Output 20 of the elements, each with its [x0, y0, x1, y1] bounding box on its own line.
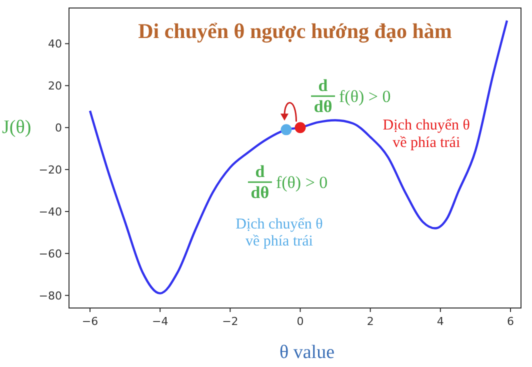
- y-tick-label: 20: [48, 79, 62, 92]
- annotation: Dịch chuyển θ về phía trái: [382, 118, 470, 151]
- x-tick-label: 4: [436, 315, 444, 328]
- y-tick-label: −60: [38, 247, 62, 260]
- y-tick-label: −80: [38, 289, 62, 302]
- x-tick-label: 2: [366, 315, 374, 328]
- y-tick-label: 40: [48, 38, 62, 51]
- y-axis-title: J(θ): [2, 117, 32, 138]
- y-tick-label: −20: [38, 163, 62, 176]
- y-tick-label: −40: [38, 205, 62, 218]
- line-series: [88, 19, 508, 294]
- x-tick-label: 0: [296, 315, 304, 328]
- y-tick-label: 0: [55, 121, 62, 134]
- x-tick-label: 6: [506, 315, 514, 328]
- x-axis-title: θ value: [280, 342, 334, 363]
- x-tick-label: −6: [82, 315, 98, 328]
- x-tick-label: −4: [152, 315, 168, 328]
- annotation: Dịch chuyển θ về phía trái: [236, 216, 323, 250]
- text: Di chuyển θ ngược hướng đạo hàm: [138, 19, 452, 43]
- x-tick-label: −2: [222, 315, 238, 328]
